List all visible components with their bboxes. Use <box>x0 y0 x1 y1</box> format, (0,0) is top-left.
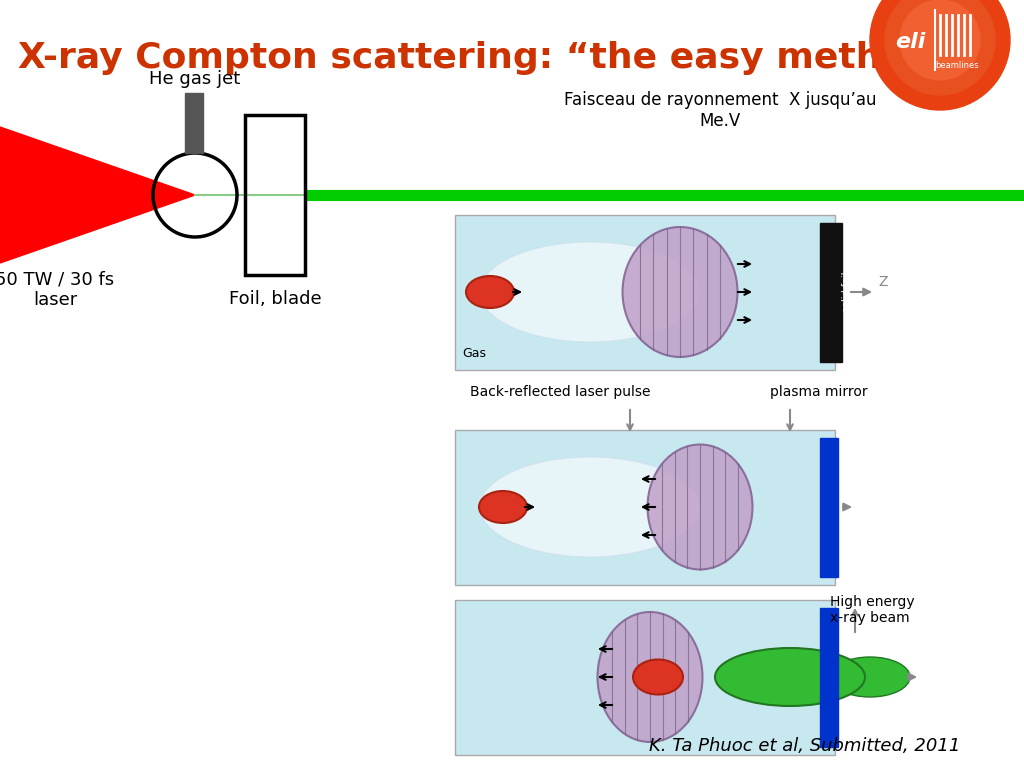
Text: He gas jet: He gas jet <box>150 70 241 88</box>
Text: Gas: Gas <box>462 347 486 360</box>
Text: High energy
x-ray beam: High energy x-ray beam <box>830 595 914 625</box>
Polygon shape <box>0 127 195 263</box>
Text: beamlines: beamlines <box>935 61 979 69</box>
Bar <box>820 438 838 577</box>
Circle shape <box>870 0 1010 110</box>
FancyBboxPatch shape <box>455 215 835 370</box>
Text: 50 TW / 30 fs
laser: 50 TW / 30 fs laser <box>0 270 115 309</box>
Text: plasma mirror: plasma mirror <box>770 385 867 399</box>
Circle shape <box>900 0 980 80</box>
Text: eli: eli <box>895 32 926 52</box>
Text: Faisceau de rayonnement  X jusqu’au
Me.V: Faisceau de rayonnement X jusqu’au Me.V <box>564 91 877 130</box>
Text: K. Ta Phuoc et al, Submitted, 2011: K. Ta Phuoc et al, Submitted, 2011 <box>648 737 961 755</box>
Ellipse shape <box>480 242 700 342</box>
Ellipse shape <box>597 612 702 742</box>
Ellipse shape <box>647 445 753 570</box>
Ellipse shape <box>480 457 700 557</box>
Text: solid foil: solid foil <box>842 272 852 313</box>
Ellipse shape <box>623 227 737 357</box>
Ellipse shape <box>466 276 514 308</box>
Ellipse shape <box>830 657 910 697</box>
Bar <box>820 223 842 362</box>
Ellipse shape <box>479 491 527 523</box>
FancyBboxPatch shape <box>455 600 835 755</box>
FancyBboxPatch shape <box>455 430 835 585</box>
Ellipse shape <box>633 660 683 694</box>
Bar <box>185 93 203 153</box>
Text: Back-reflected laser pulse: Back-reflected laser pulse <box>470 385 650 399</box>
Bar <box>820 608 838 747</box>
Bar <box>245 115 305 275</box>
Text: Foil, blade: Foil, blade <box>228 290 322 308</box>
Circle shape <box>885 0 995 95</box>
Ellipse shape <box>715 648 865 706</box>
Text: Z: Z <box>878 275 888 289</box>
Text: X-ray Compton scattering: “the easy method”: X-ray Compton scattering: “the easy meth… <box>18 41 955 75</box>
